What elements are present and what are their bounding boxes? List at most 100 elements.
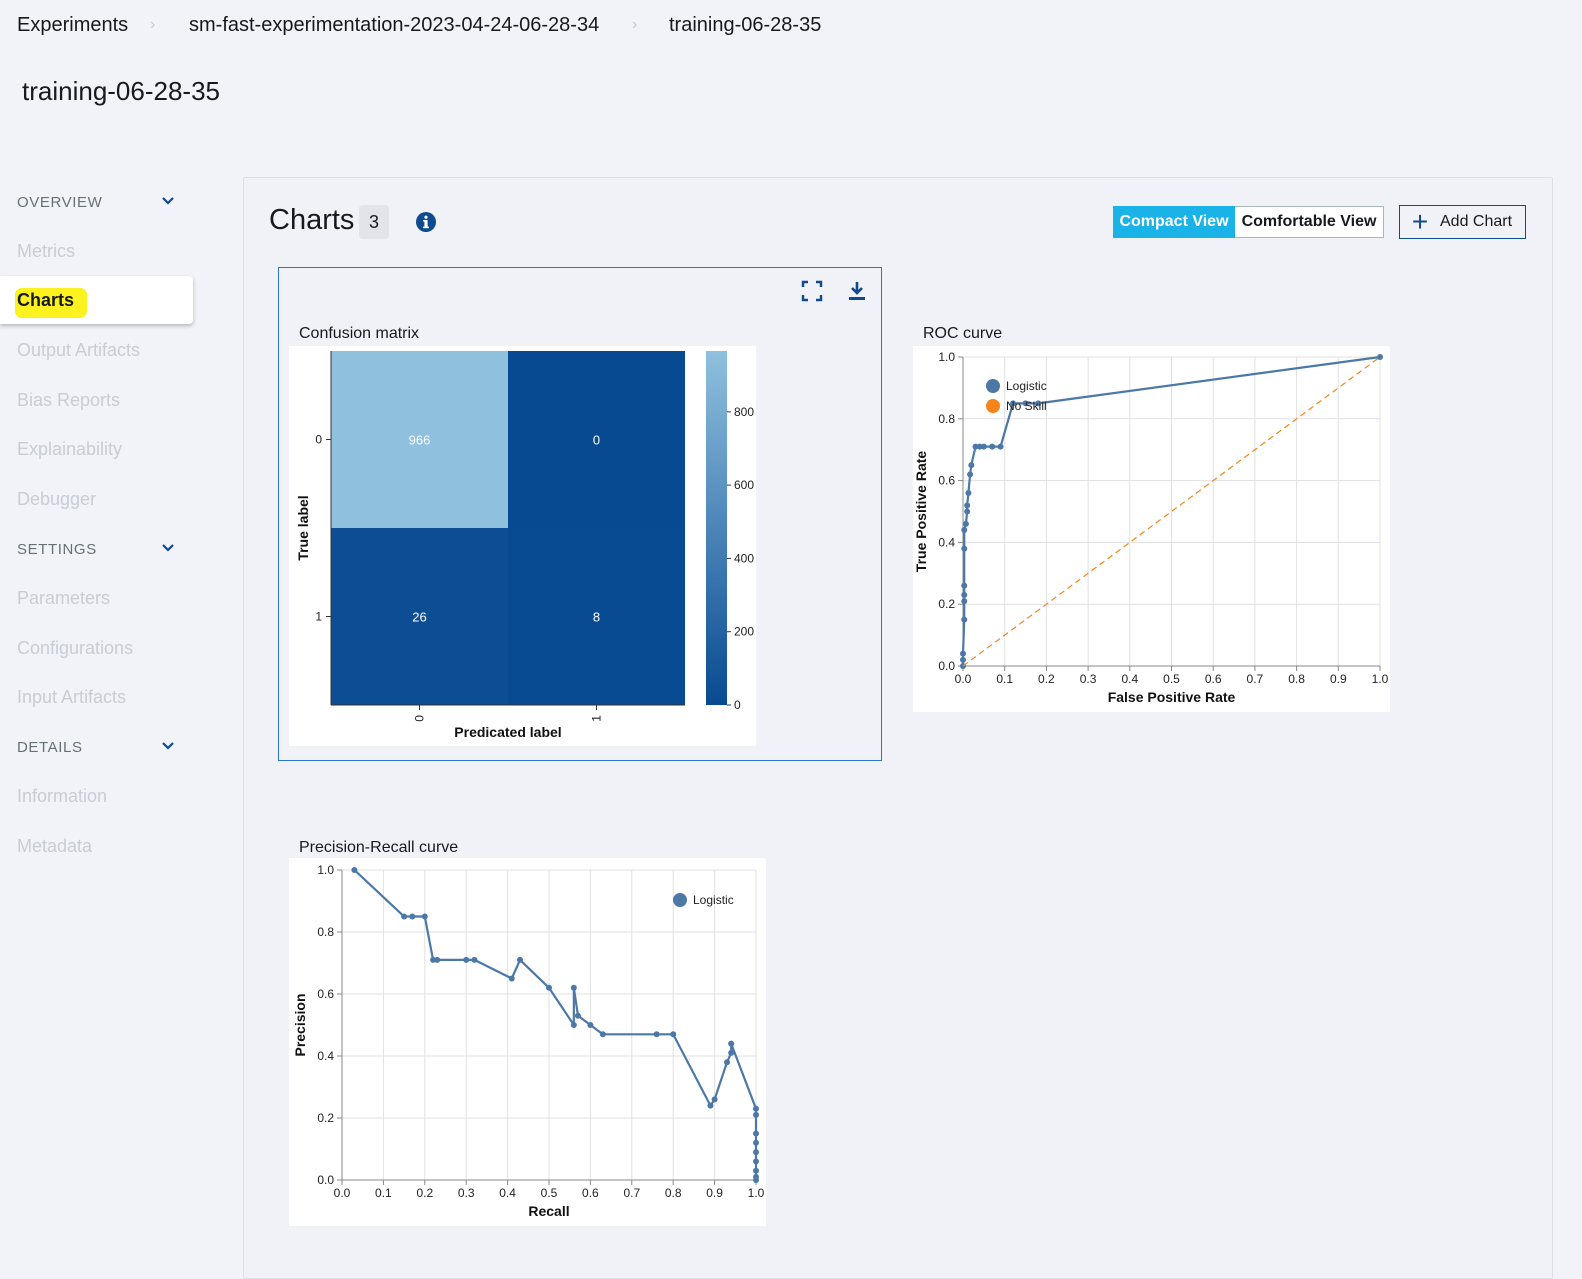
data-point (1035, 400, 1042, 407)
x-axis-title: False Positive Rate (1108, 689, 1236, 705)
legend-symbol (986, 399, 1000, 413)
data-point (753, 1105, 759, 1112)
data-point (989, 443, 996, 450)
x-tick-label: 0.8 (1288, 672, 1305, 686)
sidebar-section-details[interactable]: DETAILS (17, 739, 83, 756)
y-tick-label: 0.6 (938, 474, 955, 488)
highlight-mark (15, 288, 87, 318)
x-tick-label: 0.5 (541, 1186, 558, 1200)
chevron-down-icon[interactable] (159, 737, 177, 755)
sidebar-item-charts-label[interactable]: Charts (17, 290, 75, 310)
data-point (960, 656, 966, 663)
x-tick-label: 0.4 (1121, 672, 1138, 686)
data-point (574, 1012, 581, 1019)
y-tick-label: 0 (315, 433, 322, 447)
sidebar-item-parameters[interactable]: Parameters (17, 588, 111, 608)
sidebar-item-output-artifacts[interactable]: Output Artifacts (17, 340, 141, 360)
precision-recall-plot: 0.0 0.1 0.2 0.3 0.4 0.5 0.6 0.7 0.8 0.9 1.0 0.0 0.2 0… (289, 858, 766, 1226)
matrix-cell (331, 351, 508, 528)
data-point (753, 1111, 759, 1118)
x-tick-label: 0.0 (955, 672, 972, 686)
data-point (753, 1167, 759, 1174)
data-point (980, 443, 987, 450)
series-line-logistic (961, 355, 1381, 666)
colorbar-tick-label: 400 (734, 551, 754, 565)
sidebar-item-bias-reports[interactable]: Bias Reports (17, 390, 121, 410)
chevron-down-icon[interactable] (159, 192, 177, 210)
data-point (753, 1149, 759, 1156)
data-point (430, 956, 437, 963)
x-tick-label: 0.6 (582, 1186, 599, 1200)
info-icon[interactable] (416, 212, 436, 232)
sidebar-section-settings[interactable]: SETTINGS (17, 541, 97, 558)
breadcrumb-experiment[interactable]: sm-fast-experimentation-2023-04-24-06-28… (189, 14, 600, 36)
data-point (753, 1130, 759, 1137)
add-chart-button[interactable]: + Add Chart (1399, 205, 1526, 239)
sidebar-item-debugger[interactable]: Debugger (17, 489, 97, 509)
data-point (1377, 354, 1383, 360)
sidebar-section-overview[interactable]: OVERVIEW (17, 194, 103, 211)
data-point (997, 443, 1004, 450)
data-point (967, 471, 974, 478)
data-point (463, 956, 470, 963)
x-axis-title: Recall (528, 1203, 569, 1219)
fullscreen-icon[interactable] (800, 279, 824, 303)
breadcrumb-separator-icon: › (150, 16, 156, 33)
matrix-cell (508, 528, 685, 705)
data-point (570, 984, 577, 991)
x-tick-label: 0.9 (706, 1186, 723, 1200)
y-tick-label: 1 (315, 610, 322, 624)
sidebar-item-information[interactable]: Information (17, 786, 108, 806)
data-point (753, 1177, 759, 1183)
sidebar-item-configurations[interactable]: Configurations (17, 638, 134, 658)
y-tick-label: 0.0 (317, 1173, 334, 1187)
colorbar-tick-label: 0 (734, 698, 741, 712)
chevron-down-icon[interactable] (159, 539, 177, 557)
sidebar-item-metrics[interactable]: Metrics (17, 241, 75, 261)
roc-curve-plot: 0.0 0.1 0.2 0.3 0.4 0.5 0.6 0.7 0.8 0.9 1.0 0.0 0.2 0… (913, 346, 1390, 712)
chart-title-roc-curve: ROC curve (923, 325, 1003, 342)
y-tick-label: 0.2 (317, 1111, 334, 1125)
charts-title: Charts (269, 204, 355, 236)
x-tick-label: 0.1 (996, 672, 1013, 686)
page-title: training-06-28-35 (22, 76, 221, 106)
data-point (728, 1049, 735, 1056)
colorbar-tick-label: 600 (734, 478, 754, 492)
comfortable-view-toggle[interactable]: Comfortable View (1235, 206, 1384, 238)
data-point (587, 1022, 594, 1028)
data-point (965, 489, 972, 496)
chart-title-precision-recall: Precision-Recall curve (299, 839, 459, 856)
colorbar-tick-label: 200 (734, 625, 754, 639)
sidebar-item-input-artifacts[interactable]: Input Artifacts (17, 687, 127, 707)
data-point (653, 1031, 660, 1038)
matrix-cell-label: 8 (593, 610, 600, 625)
y-tick-label: 0.0 (938, 659, 955, 673)
data-point (599, 1031, 606, 1038)
x-tick-label: 0.3 (458, 1186, 475, 1200)
sidebar-item-explainability[interactable]: Explainability (17, 439, 123, 459)
data-point (1022, 400, 1029, 407)
y-axis-title: True label (295, 495, 311, 560)
x-tick-label: 0.2 (1038, 672, 1055, 686)
download-icon[interactable] (845, 279, 869, 303)
x-tick-label: 0.7 (623, 1186, 640, 1200)
compact-view-toggle[interactable]: Compact View (1113, 206, 1235, 238)
data-point (964, 502, 971, 509)
data-point (670, 1031, 677, 1038)
data-point (753, 1158, 759, 1165)
legend-label: Logistic (1006, 379, 1047, 393)
x-tick-label: 0.0 (334, 1186, 351, 1200)
x-tick-label: 0.5 (1163, 672, 1180, 686)
x-tick-label: 0.1 (375, 1186, 392, 1200)
x-tick-label: 0.9 (1330, 672, 1347, 686)
charts-count-badge: 3 (359, 205, 389, 239)
sidebar-item-metadata[interactable]: Metadata (17, 836, 93, 856)
legend-symbol (673, 893, 687, 907)
breadcrumb-experiments[interactable]: Experiments (17, 14, 129, 36)
data-point (976, 443, 983, 450)
data-point (546, 984, 552, 991)
data-point (508, 975, 515, 982)
data-point (517, 956, 524, 963)
y-axis-title: Precision (292, 993, 308, 1056)
x-tick-label: 1.0 (1372, 672, 1389, 686)
